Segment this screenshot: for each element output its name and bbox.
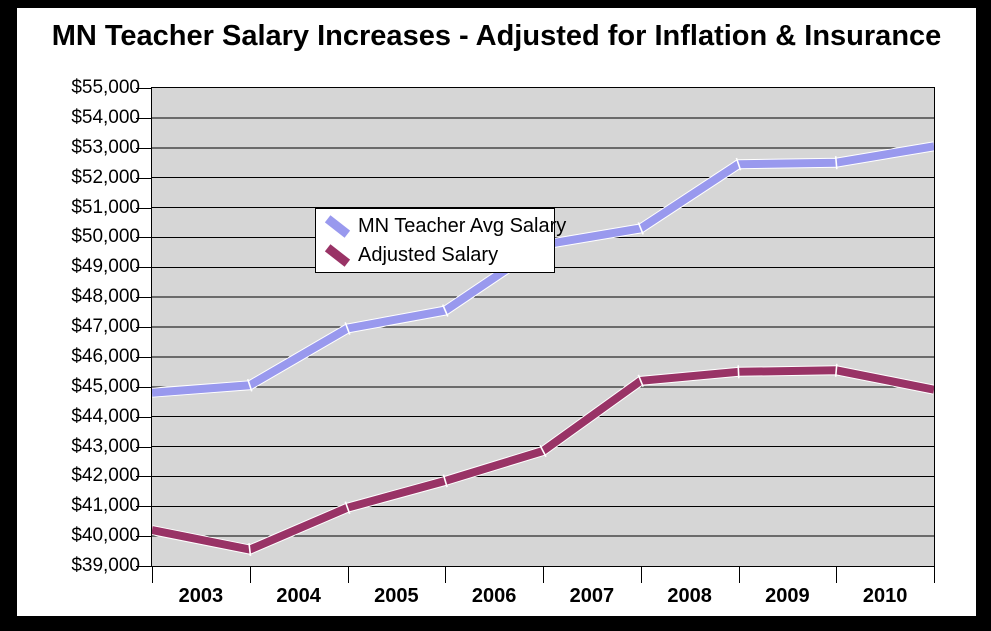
series-joint-gap xyxy=(248,543,252,557)
y-axis-tick xyxy=(136,237,152,238)
y-axis-tick xyxy=(136,417,152,418)
y-axis-label: $41,000 xyxy=(71,495,140,517)
series-joint-gap xyxy=(441,304,449,317)
series-joint-gap xyxy=(539,444,547,458)
series-joint-gap xyxy=(637,222,644,235)
chart-title: MN Teacher Salary Increases - Adjusted f… xyxy=(51,20,942,52)
x-axis-tick xyxy=(836,566,837,583)
series-joint-gap xyxy=(246,378,253,392)
x-axis-label: 2006 xyxy=(471,585,517,607)
x-axis-tick xyxy=(250,566,251,583)
y-axis-tick xyxy=(136,357,152,358)
chart-canvas: MN Teacher Salary Increases - Adjusted f… xyxy=(17,8,976,616)
y-axis-label: $48,000 xyxy=(71,286,140,308)
legend-marker-mn-teacher-avg-salary xyxy=(324,215,351,238)
y-axis-label: $54,000 xyxy=(71,106,140,128)
y-axis-label: $52,000 xyxy=(71,166,140,188)
y-axis-tick xyxy=(136,536,152,537)
y-axis-tick xyxy=(136,267,152,268)
y-axis-tick xyxy=(136,208,152,209)
series-casing-adjusted-salary xyxy=(152,365,934,555)
x-axis-label: 2007 xyxy=(569,585,615,607)
y-axis-label: $47,000 xyxy=(71,316,140,337)
x-axis-label: 2005 xyxy=(374,585,419,607)
series-joint-gap xyxy=(735,157,742,171)
y-axis-label: $51,000 xyxy=(71,196,140,218)
legend: MN Teacher Avg Salary Adjusted Salary xyxy=(315,208,566,273)
y-axis-tick xyxy=(136,148,152,149)
legend-item-mn-teacher-avg-salary: MN Teacher Avg Salary xyxy=(316,212,566,241)
legend-label-mn-teacher-avg-salary: MN Teacher Avg Salary xyxy=(358,215,567,237)
series-joint-gap xyxy=(834,156,838,170)
y-axis-tick xyxy=(136,476,152,477)
x-axis-tick xyxy=(152,566,153,583)
y-axis-tick xyxy=(136,447,152,448)
series-joint-gap xyxy=(637,374,644,388)
y-axis-label: $39,000 xyxy=(71,555,140,576)
legend-label-adjusted-salary: Adjusted Salary xyxy=(358,244,499,266)
series-joint-gap xyxy=(834,363,838,377)
x-axis-label: 2003 xyxy=(178,585,224,607)
legend-marker-adjusted-salary xyxy=(324,244,351,267)
x-axis-tick xyxy=(445,566,446,583)
series-joint-gap xyxy=(442,474,448,488)
y-axis-tick xyxy=(136,88,152,89)
y-axis-label: $53,000 xyxy=(71,136,140,158)
x-axis-label: 2010 xyxy=(862,585,908,607)
y-axis-label: $45,000 xyxy=(71,375,140,397)
series-line-adjusted-salary xyxy=(152,366,934,554)
y-axis-tick xyxy=(136,178,152,179)
y-axis-label: $49,000 xyxy=(71,256,140,278)
series-joint-gap xyxy=(344,501,351,515)
y-axis-tick xyxy=(136,297,152,298)
y-axis-tick xyxy=(136,566,152,567)
x-axis-tick xyxy=(934,566,935,583)
series-joint-gap xyxy=(344,322,351,335)
y-axis-label: $42,000 xyxy=(71,465,140,487)
x-axis-tick xyxy=(543,566,544,583)
chart-lines xyxy=(152,117,934,557)
y-axis-tick xyxy=(136,327,152,328)
x-axis-label: 2009 xyxy=(765,585,810,607)
legend-item-adjusted-salary: Adjusted Salary xyxy=(316,241,554,270)
y-axis-label: $55,000 xyxy=(71,77,140,98)
y-axis-label: $40,000 xyxy=(71,525,140,547)
y-axis-label: $50,000 xyxy=(71,226,140,248)
x-axis-label: 2004 xyxy=(276,585,321,607)
x-axis-tick xyxy=(348,566,349,583)
series-joint-gap xyxy=(737,365,740,379)
plot-area: MN Teacher Avg Salary Adjusted Salary xyxy=(151,87,935,567)
y-axis-label: $43,000 xyxy=(71,435,140,457)
x-axis-tick xyxy=(739,566,740,583)
y-axis-label: $46,000 xyxy=(71,345,140,367)
y-axis-tick xyxy=(136,387,152,388)
y-axis-label: $44,000 xyxy=(71,405,140,427)
x-axis-tick xyxy=(641,566,642,583)
y-axis-tick xyxy=(136,118,152,119)
x-axis-label: 2008 xyxy=(667,585,712,607)
y-axis-tick xyxy=(136,506,152,507)
